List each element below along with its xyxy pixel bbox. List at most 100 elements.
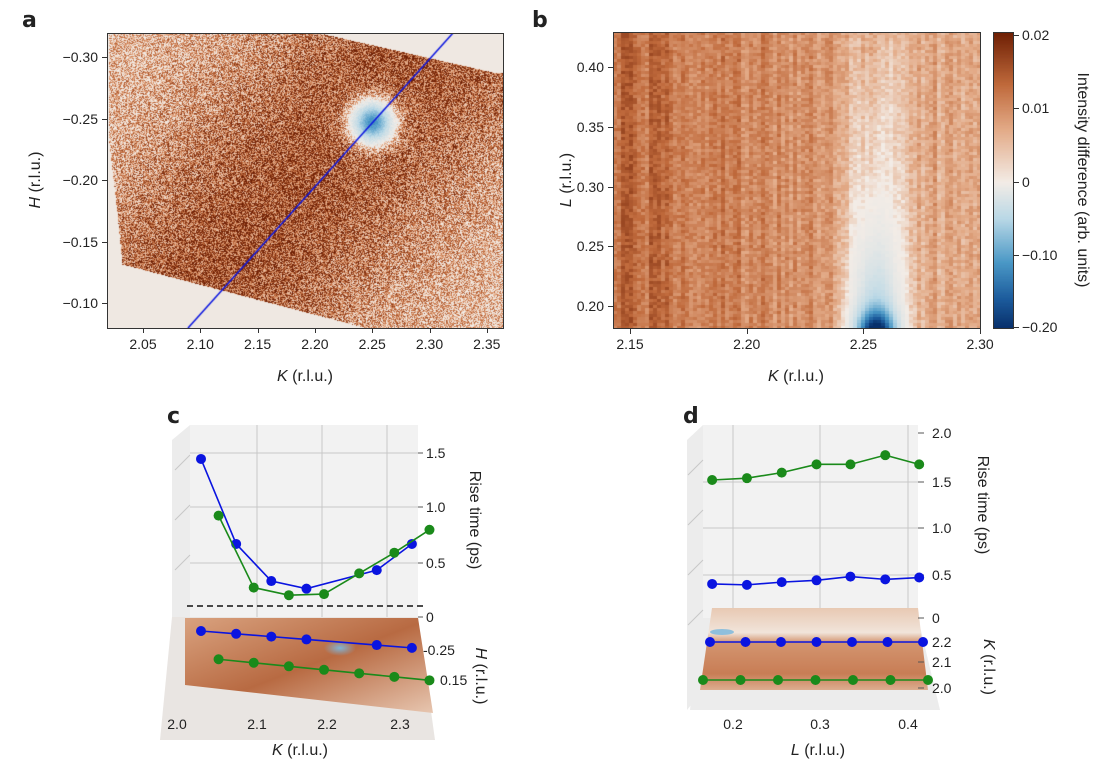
z-tick-c: 1.5 — [426, 445, 446, 461]
x-tick-b: 2.30 — [966, 336, 994, 352]
colorbar-frame — [993, 32, 1014, 329]
x-tick-a: 2.30 — [415, 336, 444, 352]
projected-point-d — [740, 637, 751, 647]
projected-point-c — [248, 657, 259, 668]
z-axis-label-c: Rise time (ps) — [466, 470, 483, 570]
x-axis-label-b: K (r.l.u.) — [767, 368, 825, 385]
heatmap-b — [613, 32, 980, 328]
projected-point-d — [847, 637, 857, 647]
y-tick-c: -0.25 — [423, 642, 455, 658]
y-tick-b: 0.25 — [576, 238, 604, 255]
y-tick-c: 0.15 — [440, 672, 468, 688]
projected-point-c — [196, 626, 206, 636]
panel-label-b: b — [532, 8, 548, 33]
peak-streak-d — [710, 629, 734, 635]
tick-mark — [102, 303, 107, 304]
tick-mark — [486, 328, 488, 333]
tick-mark — [314, 328, 316, 333]
z-axis-label-d: Rise time (ps) — [974, 455, 991, 555]
x-tick-c: 2.1 — [247, 716, 267, 732]
y-axis-label-c: H (r.l.u.) — [472, 647, 489, 705]
projected-point-c — [319, 664, 330, 675]
projected-point-d — [698, 675, 708, 685]
projected-point-c — [424, 675, 435, 686]
data-point-c — [424, 524, 435, 535]
y-tick-b: 0.35 — [576, 118, 604, 135]
data-point-d — [880, 450, 891, 461]
panel-label-c: c — [167, 404, 181, 429]
tick-mark — [1014, 35, 1019, 36]
data-point-c — [266, 576, 277, 587]
data-point-d — [811, 459, 822, 470]
projected-point-d — [810, 675, 821, 685]
y-tick-d: 2.2 — [932, 634, 952, 650]
gridline-d — [687, 559, 704, 576]
data-point-d — [845, 571, 856, 582]
gridline-d — [687, 509, 704, 526]
projected-heatmap-c — [185, 618, 433, 713]
z-tick-d: 2.0 — [932, 425, 952, 441]
colorbar-tick: 0.01 — [1022, 100, 1050, 116]
z-tick-d: 0.5 — [932, 567, 952, 583]
projected-heatmap-d — [700, 608, 928, 690]
side-wall-c — [172, 425, 190, 640]
y-tick-a: −0.20 — [62, 172, 98, 188]
tick-mark — [608, 306, 613, 308]
data-point-c — [406, 538, 417, 549]
y-tick-b: 0.40 — [576, 59, 604, 75]
tick-mark — [102, 57, 107, 58]
colorbar-tick: −0.20 — [1022, 319, 1058, 335]
data-point-c — [301, 583, 312, 594]
data-point-d — [880, 574, 891, 585]
gridline-d — [687, 459, 704, 476]
tick-mark — [608, 67, 613, 68]
y-tick-a: −0.10 — [62, 295, 98, 311]
y-tick-a: −0.30 — [62, 49, 98, 65]
panel-label-a: a — [22, 8, 37, 33]
tick-mark — [863, 329, 865, 334]
panel-label-d: d — [683, 404, 699, 429]
z-tick-d: 1.5 — [932, 474, 952, 490]
data-point-d — [914, 459, 925, 470]
x-tick-c: 2.3 — [390, 716, 410, 732]
gridline-c — [174, 554, 191, 571]
projected-point-d — [735, 675, 746, 685]
projected-point-c — [301, 634, 312, 645]
projected-point-d — [923, 675, 933, 685]
data-point-d — [811, 575, 822, 586]
colorbar-tick: 0.02 — [1022, 27, 1050, 43]
projected-point-d — [918, 637, 928, 647]
tick-mark — [980, 329, 982, 334]
tick-mark — [102, 180, 107, 181]
z-tick-c: 0 — [426, 609, 434, 625]
gridline-d — [687, 609, 704, 626]
data-point-d — [707, 475, 718, 485]
gridline-c — [174, 454, 191, 471]
projected-point-c — [266, 631, 277, 642]
data-point-d — [776, 577, 787, 588]
x-tick-a: 2.15 — [243, 336, 272, 352]
back-wall-d — [703, 425, 918, 618]
tick-mark — [102, 118, 107, 120]
y-tick-a: −0.25 — [62, 110, 98, 127]
z-tick-c: 1.0 — [426, 499, 446, 515]
x-tick-d: 0.2 — [723, 716, 743, 732]
tick-mark — [257, 328, 259, 333]
projected-point-d — [705, 637, 715, 647]
projected-point-d — [882, 637, 893, 647]
x-tick-c: 2.2 — [317, 716, 337, 732]
tick-mark — [102, 241, 107, 243]
gridline-c — [174, 504, 191, 521]
tick-mark — [200, 328, 202, 333]
plot-frame-a — [107, 33, 504, 329]
x-tick-c: 2.0 — [167, 716, 187, 732]
y-tick-a: −0.15 — [62, 233, 98, 250]
projected-point-c — [231, 628, 242, 639]
data-point-d — [707, 578, 718, 589]
colorbar-tick: 0 — [1022, 174, 1030, 190]
data-point-d — [776, 467, 787, 478]
tick-mark — [143, 328, 144, 333]
data-point-c — [213, 510, 224, 521]
